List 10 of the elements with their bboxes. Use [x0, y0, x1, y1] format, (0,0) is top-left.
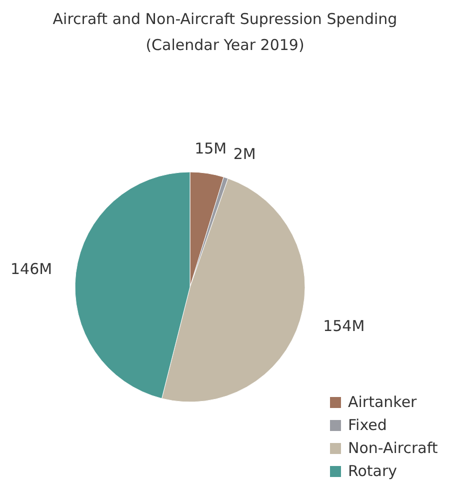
- chart-subtitle: (Calendar Year 2019): [146, 36, 304, 54]
- legend-label: Rotary: [348, 462, 398, 480]
- data-label: 2M: [233, 145, 256, 164]
- data-label: 154M: [323, 317, 365, 336]
- data-label: 15M: [194, 140, 227, 158]
- data-label: 146M: [10, 260, 52, 278]
- chart-title: Aircraft and Non-Aircraft Supression Spending: [52, 10, 398, 28]
- legend-label: Fixed: [348, 416, 387, 434]
- legend-label: Airtanker: [348, 393, 418, 412]
- legend-label: Non-Aircraft: [348, 439, 438, 458]
